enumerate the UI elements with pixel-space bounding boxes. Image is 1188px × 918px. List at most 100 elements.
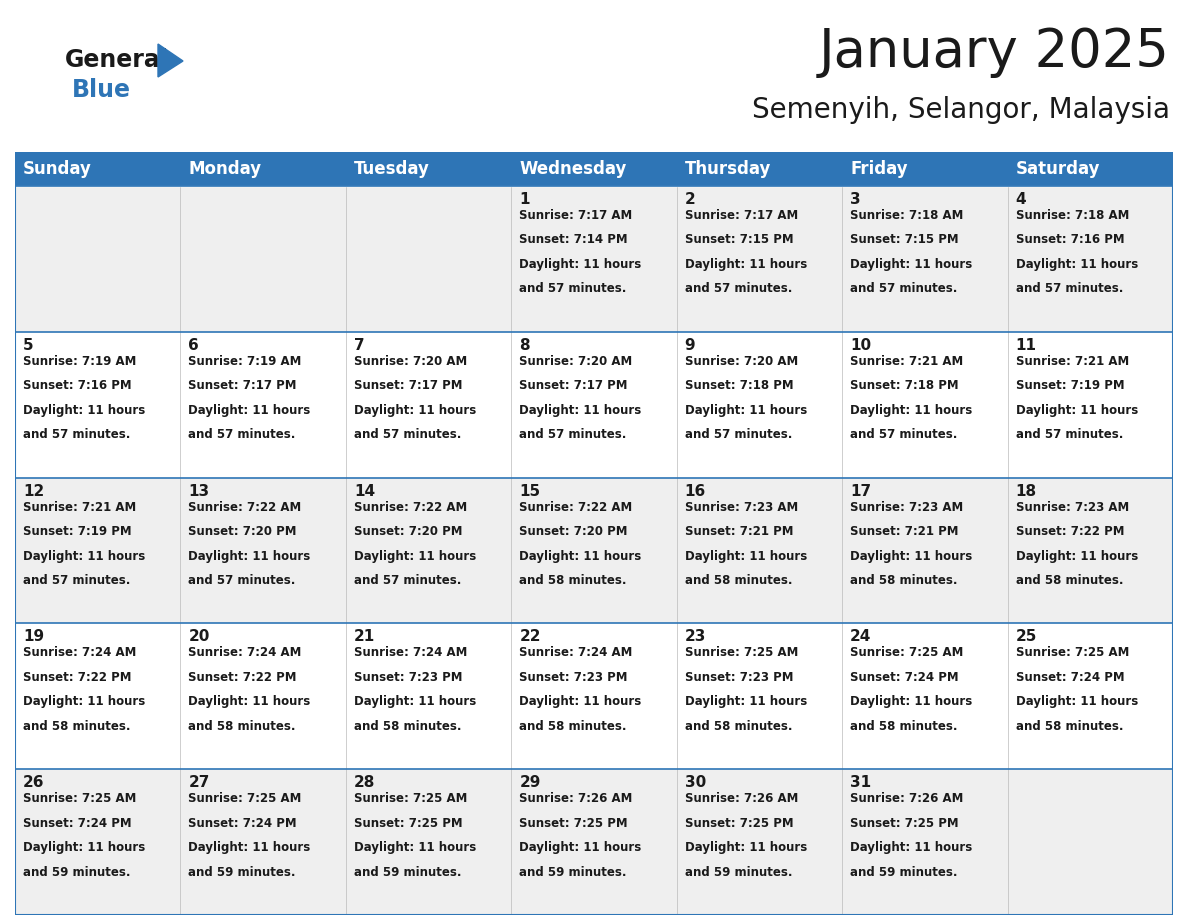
Text: 21: 21 [354,630,375,644]
Bar [1007,477,1173,623]
Text: Daylight: 11 hours: Daylight: 11 hours [519,258,642,271]
Text: Daylight: 11 hours: Daylight: 11 hours [684,404,807,417]
Text: Sunset: 7:25 PM: Sunset: 7:25 PM [851,817,959,830]
Text: and 58 minutes.: and 58 minutes. [519,720,627,733]
Text: Sunrise: 7:17 AM: Sunrise: 7:17 AM [519,209,632,222]
Text: Sunset: 7:21 PM: Sunset: 7:21 PM [684,525,794,538]
Bar [842,331,1007,477]
Bar [511,623,677,769]
Text: Sunset: 7:25 PM: Sunset: 7:25 PM [519,817,628,830]
Text: Daylight: 11 hours: Daylight: 11 hours [1016,696,1138,709]
Text: and 57 minutes.: and 57 minutes. [23,574,131,588]
Text: 31: 31 [851,775,871,790]
Text: Sunset: 7:25 PM: Sunset: 7:25 PM [684,817,794,830]
Text: Sunrise: 7:22 AM: Sunrise: 7:22 AM [354,500,467,513]
Text: and 58 minutes.: and 58 minutes. [519,574,627,588]
Text: 8: 8 [519,338,530,353]
Text: and 58 minutes.: and 58 minutes. [1016,574,1123,588]
Bar [15,623,181,769]
Text: and 57 minutes.: and 57 minutes. [851,429,958,442]
Text: 5: 5 [23,338,33,353]
Text: 19: 19 [23,630,44,644]
Text: Sunrise: 7:23 AM: Sunrise: 7:23 AM [851,500,963,513]
Text: 26: 26 [23,775,44,790]
Bar [346,186,511,331]
Text: Sunrise: 7:25 AM: Sunrise: 7:25 AM [23,792,137,805]
Bar [511,477,677,623]
Bar [346,477,511,623]
Text: Sunrise: 7:21 AM: Sunrise: 7:21 AM [23,500,137,513]
Text: January 2025: January 2025 [819,26,1170,78]
Text: Sunrise: 7:24 AM: Sunrise: 7:24 AM [519,646,633,659]
Text: Sunset: 7:14 PM: Sunset: 7:14 PM [519,233,628,247]
Text: Sunrise: 7:18 AM: Sunrise: 7:18 AM [851,209,963,222]
Text: Daylight: 11 hours: Daylight: 11 hours [23,404,145,417]
Bar [677,477,842,623]
Text: Sunset: 7:23 PM: Sunset: 7:23 PM [354,671,462,684]
Text: Daylight: 11 hours: Daylight: 11 hours [23,841,145,854]
Bar [181,331,346,477]
Text: Sunset: 7:24 PM: Sunset: 7:24 PM [189,817,297,830]
Text: Wednesday: Wednesday [519,160,626,178]
Text: Sunrise: 7:21 AM: Sunrise: 7:21 AM [851,354,963,368]
Text: Sunset: 7:18 PM: Sunset: 7:18 PM [684,379,794,392]
Bar [15,152,181,186]
Text: 7: 7 [354,338,365,353]
Text: Blue: Blue [72,78,131,102]
Bar [181,769,346,915]
Text: Sunset: 7:22 PM: Sunset: 7:22 PM [1016,525,1124,538]
Text: and 57 minutes.: and 57 minutes. [851,283,958,296]
Text: 1: 1 [519,192,530,207]
Text: Sunrise: 7:23 AM: Sunrise: 7:23 AM [1016,500,1129,513]
Bar [1007,186,1173,331]
Text: 29: 29 [519,775,541,790]
Text: 12: 12 [23,484,44,498]
Text: Sunrise: 7:21 AM: Sunrise: 7:21 AM [1016,354,1129,368]
Text: Sunset: 7:18 PM: Sunset: 7:18 PM [851,379,959,392]
Text: 11: 11 [1016,338,1037,353]
Text: Sunrise: 7:20 AM: Sunrise: 7:20 AM [354,354,467,368]
Text: Sunrise: 7:25 AM: Sunrise: 7:25 AM [851,646,963,659]
Text: and 58 minutes.: and 58 minutes. [851,574,958,588]
Text: Friday: Friday [851,160,908,178]
Bar [511,331,677,477]
Text: Daylight: 11 hours: Daylight: 11 hours [851,696,973,709]
Text: and 58 minutes.: and 58 minutes. [851,720,958,733]
Text: 30: 30 [684,775,706,790]
Bar [842,769,1007,915]
Text: Semenyih, Selangor, Malaysia: Semenyih, Selangor, Malaysia [752,96,1170,124]
Text: Daylight: 11 hours: Daylight: 11 hours [519,696,642,709]
Text: Sunset: 7:19 PM: Sunset: 7:19 PM [23,525,132,538]
Text: Sunset: 7:24 PM: Sunset: 7:24 PM [23,817,132,830]
Text: 3: 3 [851,192,861,207]
Text: Sunset: 7:16 PM: Sunset: 7:16 PM [1016,233,1124,247]
Text: Sunset: 7:24 PM: Sunset: 7:24 PM [1016,671,1124,684]
Text: Sunset: 7:20 PM: Sunset: 7:20 PM [519,525,627,538]
Text: Sunset: 7:20 PM: Sunset: 7:20 PM [354,525,462,538]
Bar [677,152,842,186]
Bar [15,769,181,915]
Text: 23: 23 [684,630,706,644]
Text: Sunset: 7:20 PM: Sunset: 7:20 PM [189,525,297,538]
Text: 4: 4 [1016,192,1026,207]
Text: Sunset: 7:15 PM: Sunset: 7:15 PM [684,233,794,247]
Text: Sunrise: 7:18 AM: Sunrise: 7:18 AM [1016,209,1129,222]
Text: Daylight: 11 hours: Daylight: 11 hours [851,404,973,417]
Text: Daylight: 11 hours: Daylight: 11 hours [189,404,311,417]
Text: 14: 14 [354,484,375,498]
Bar [1007,769,1173,915]
Text: 27: 27 [189,775,210,790]
Text: Sunset: 7:22 PM: Sunset: 7:22 PM [23,671,132,684]
Text: and 57 minutes.: and 57 minutes. [354,429,461,442]
Text: Daylight: 11 hours: Daylight: 11 hours [1016,550,1138,563]
Text: Daylight: 11 hours: Daylight: 11 hours [354,841,476,854]
Text: and 59 minutes.: and 59 minutes. [519,866,627,879]
Text: and 58 minutes.: and 58 minutes. [354,720,461,733]
Text: Sunrise: 7:22 AM: Sunrise: 7:22 AM [519,500,632,513]
Text: 24: 24 [851,630,872,644]
Text: and 58 minutes.: and 58 minutes. [684,720,792,733]
Text: and 59 minutes.: and 59 minutes. [684,866,792,879]
Bar [677,769,842,915]
Bar [181,477,346,623]
Text: and 57 minutes.: and 57 minutes. [189,429,296,442]
